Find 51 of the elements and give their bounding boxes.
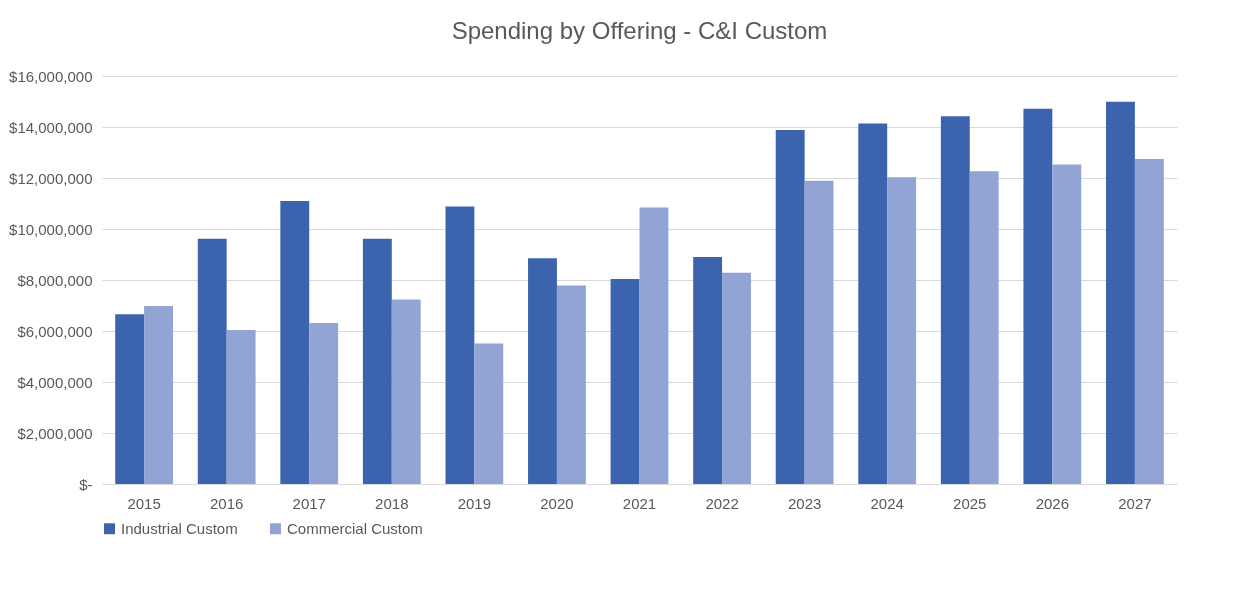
y-tick-label: $- xyxy=(79,475,93,493)
bar xyxy=(115,314,145,484)
y-tick-label: $4,000,000 xyxy=(17,373,93,391)
y-tick-label: $2,000,000 xyxy=(17,424,93,442)
bar xyxy=(528,258,557,484)
y-tick-label: $14,000,000 xyxy=(9,118,93,136)
bar xyxy=(940,116,970,484)
bar xyxy=(858,123,888,484)
x-tick-label: 2018 xyxy=(375,494,409,512)
y-tick-label: $10,000,000 xyxy=(9,220,93,238)
x-tick-label: 2019 xyxy=(457,494,492,512)
y-tick-label: $16,000,000 xyxy=(9,67,93,85)
y-tick-label: $8,000,000 xyxy=(17,271,93,289)
x-tick-label: 2027 xyxy=(1118,494,1152,512)
bar xyxy=(610,278,640,484)
bar xyxy=(887,177,917,484)
bar xyxy=(474,343,504,484)
bar xyxy=(804,180,834,484)
x-tick-label: 2020 xyxy=(540,494,574,512)
bar xyxy=(722,272,751,484)
y-tick-label: $6,000,000 xyxy=(17,322,93,340)
bar xyxy=(1105,101,1135,484)
bar xyxy=(280,200,310,484)
legend-label: Industrial Custom xyxy=(121,519,238,537)
x-tick-label: 2024 xyxy=(870,494,904,512)
x-tick-label: 2022 xyxy=(705,494,739,512)
bar xyxy=(639,207,669,484)
bar xyxy=(362,238,392,484)
y-tick-label: $12,000,000 xyxy=(9,169,93,187)
bar xyxy=(556,285,586,484)
bar xyxy=(445,206,475,484)
x-tick-label: 2015 xyxy=(127,494,161,512)
legend-label: Commercial Custom xyxy=(287,519,423,537)
bar xyxy=(1052,164,1082,484)
x-tick-label: 2023 xyxy=(787,494,822,512)
x-tick-label: 2021 xyxy=(622,494,657,512)
bar xyxy=(969,171,999,484)
chart-title: Spending by Offering - C&I Custom xyxy=(451,17,828,44)
bar xyxy=(226,329,256,484)
bar xyxy=(1023,108,1053,484)
bar xyxy=(1134,158,1164,484)
bar xyxy=(309,323,339,484)
x-tick-label: 2017 xyxy=(292,494,326,512)
bar xyxy=(197,238,227,484)
bar xyxy=(693,257,723,484)
bar xyxy=(775,130,805,484)
x-tick-label: 2026 xyxy=(1035,494,1070,512)
bar xyxy=(144,306,174,484)
x-tick-label: 2025 xyxy=(953,494,987,512)
bar xyxy=(391,299,421,484)
x-tick-label: 2016 xyxy=(209,494,244,512)
